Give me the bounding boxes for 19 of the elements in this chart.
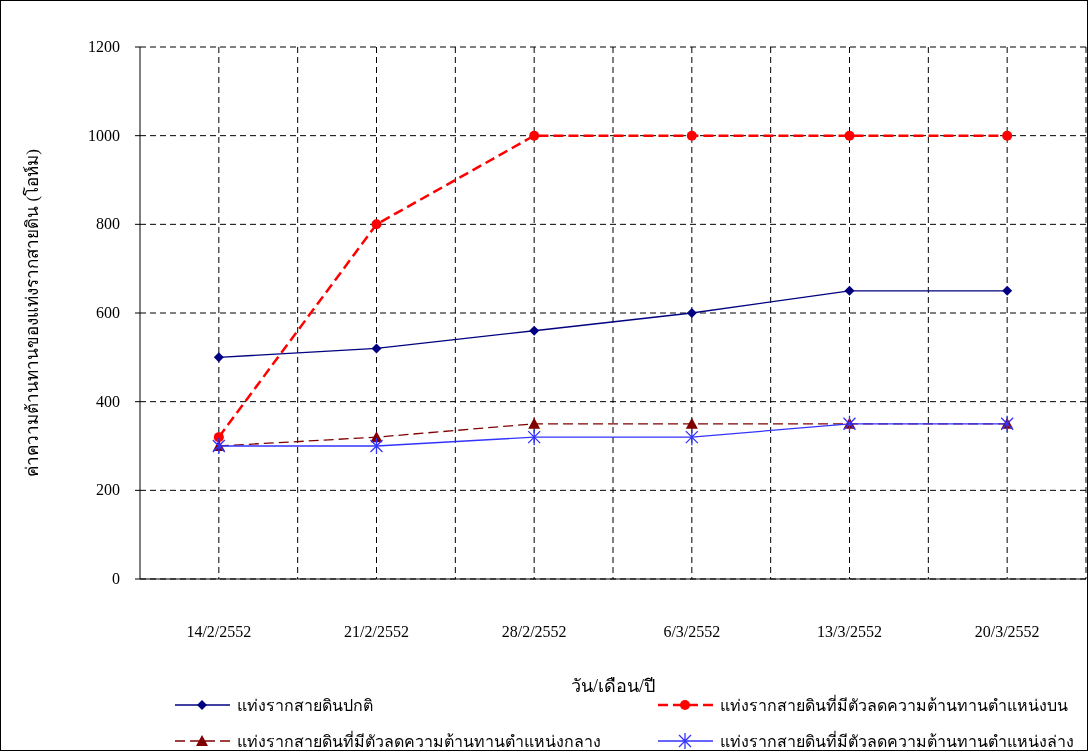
y-tick-label: 0 (112, 570, 120, 587)
legend-label: แท่งรากสายดินที่มีตัวลดความต้านทานตำแหน่งล่าง (720, 730, 1074, 750)
y-tick-label: 1200 (88, 38, 120, 55)
x-axis-title: วัน/เดือน/ปี (570, 676, 656, 696)
x-tick-label: 21/2/2552 (344, 623, 409, 640)
x-tick-label: 13/3/2552 (817, 623, 882, 640)
legend-label: แท่งรากสายดินปกติ (237, 697, 373, 714)
x-tick-label: 28/2/2552 (501, 623, 567, 640)
y-tick-label: 400 (96, 392, 120, 410)
x-tick-label: 14/2/2552 (186, 623, 252, 640)
legend-label: แท่งรากสายดินที่มีตัวลดความต้านทานตำแหน่งกลาง (237, 730, 601, 750)
legend-label: แท่งรากสายดินที่มีตัวลดความต้านทานตำแหน่งบน (720, 694, 1068, 714)
x-tick-label: 20/3/2552 (974, 623, 1040, 640)
x-tick-label: 6/3/2552 (663, 623, 721, 640)
y-axis-title: ค่าความต้านทานของแท่งรากสายดิน (โอห์ม) (22, 149, 42, 477)
y-tick-label: 800 (96, 215, 120, 233)
y-tick-label: 600 (96, 304, 120, 321)
y-tick-label: 1000 (88, 126, 120, 144)
y-tick-label: 200 (96, 481, 120, 499)
